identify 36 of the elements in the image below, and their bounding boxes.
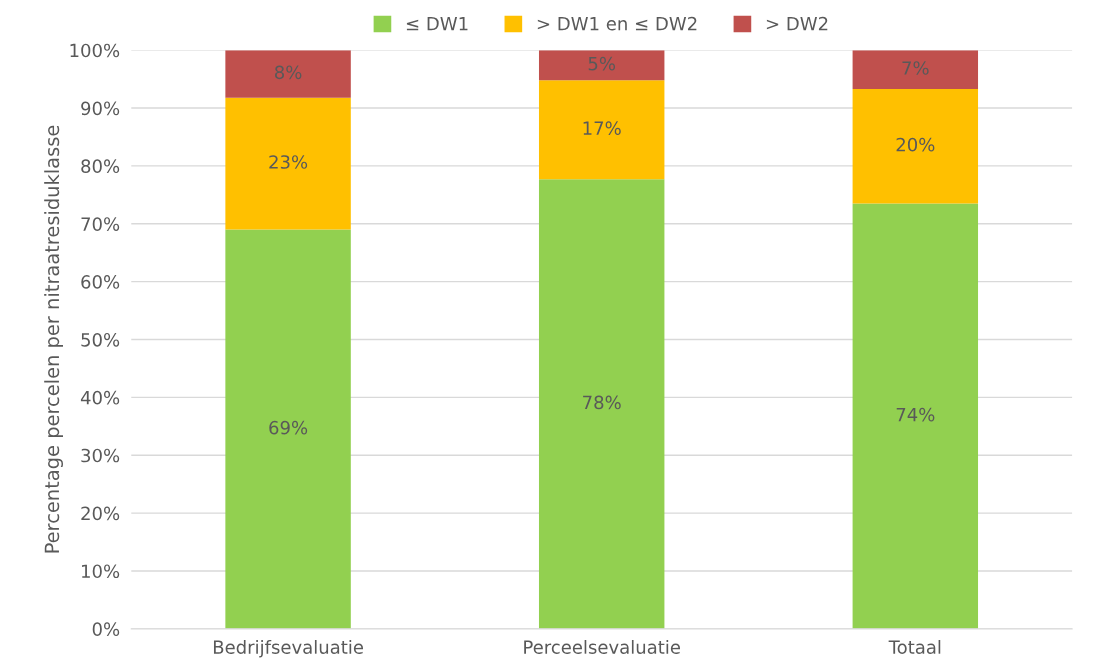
x-tick-label: Perceelsevaluatie: [524, 639, 680, 654]
legend-label: > DW1 en ≤ DW2: [537, 16, 697, 31]
legend-label: > DW2: [766, 16, 828, 31]
data-label: 5%: [588, 56, 616, 71]
y-tick-label: 50%: [81, 332, 120, 347]
y-tick-label: 0%: [92, 622, 120, 636]
data-label: 69%: [269, 420, 308, 435]
bar: [852, 50, 979, 89]
bar: [852, 203, 979, 629]
data-label: 23%: [269, 155, 308, 169]
x-tick-label: Totaal: [888, 639, 941, 654]
bar: [225, 229, 351, 629]
x-tick-label: Bedrijfsevaluatie: [213, 639, 364, 658]
bar: [225, 50, 351, 98]
bar: [538, 80, 665, 180]
data-label: 8%: [274, 65, 302, 80]
bar: [538, 50, 665, 81]
y-tick-label: 70%: [81, 217, 120, 231]
y-tick-label: 100%: [70, 43, 120, 58]
data-label: 20%: [896, 137, 935, 152]
bar: [225, 97, 351, 230]
data-label: 17%: [583, 121, 621, 135]
legend-label: ≤ DW1: [406, 17, 468, 31]
bar: [538, 179, 665, 629]
y-tick-label: 40%: [80, 390, 120, 405]
data-label: 74%: [896, 407, 935, 422]
y-tick-label: 10%: [82, 564, 120, 579]
bar: [852, 88, 979, 204]
y-tick-label: 90%: [81, 101, 120, 116]
y-tick-label: 80%: [81, 159, 120, 174]
y-tick-label: 20%: [81, 506, 120, 521]
data-label: 7%: [902, 61, 929, 75]
data-label: 78%: [583, 395, 621, 410]
y-axis-title: Percentage percelen per nitraatresiduklasse: [44, 125, 63, 553]
y-tick-label: 60%: [81, 275, 120, 289]
y-tick-label: 30%: [81, 448, 120, 463]
